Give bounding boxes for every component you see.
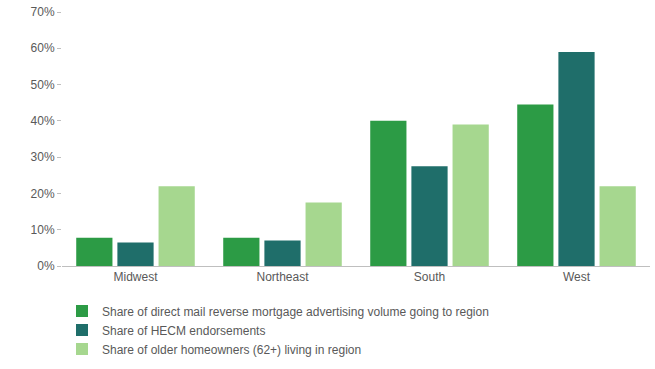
svg-text:Share of older homeowners (62+: Share of older homeowners (62+) living i… (102, 343, 361, 357)
svg-text:Midwest: Midwest (113, 270, 158, 284)
svg-text:Share of HECM endorsements: Share of HECM endorsements (102, 324, 265, 338)
svg-text:Northeast: Northeast (256, 270, 309, 284)
svg-text:10%: 10% (31, 223, 55, 237)
svg-text:South: South (414, 270, 445, 284)
svg-text:West: West (563, 270, 591, 284)
svg-text:0%: 0% (37, 259, 55, 273)
svg-text:30%: 30% (31, 150, 55, 164)
svg-text:70%: 70% (31, 5, 55, 19)
svg-text:40%: 40% (31, 114, 55, 128)
svg-text:50%: 50% (31, 78, 55, 92)
svg-text:Share of direct mail reverse m: Share of direct mail reverse mortgage ad… (102, 305, 489, 319)
svg-text:60%: 60% (31, 41, 55, 55)
svg-text:20%: 20% (31, 187, 55, 201)
